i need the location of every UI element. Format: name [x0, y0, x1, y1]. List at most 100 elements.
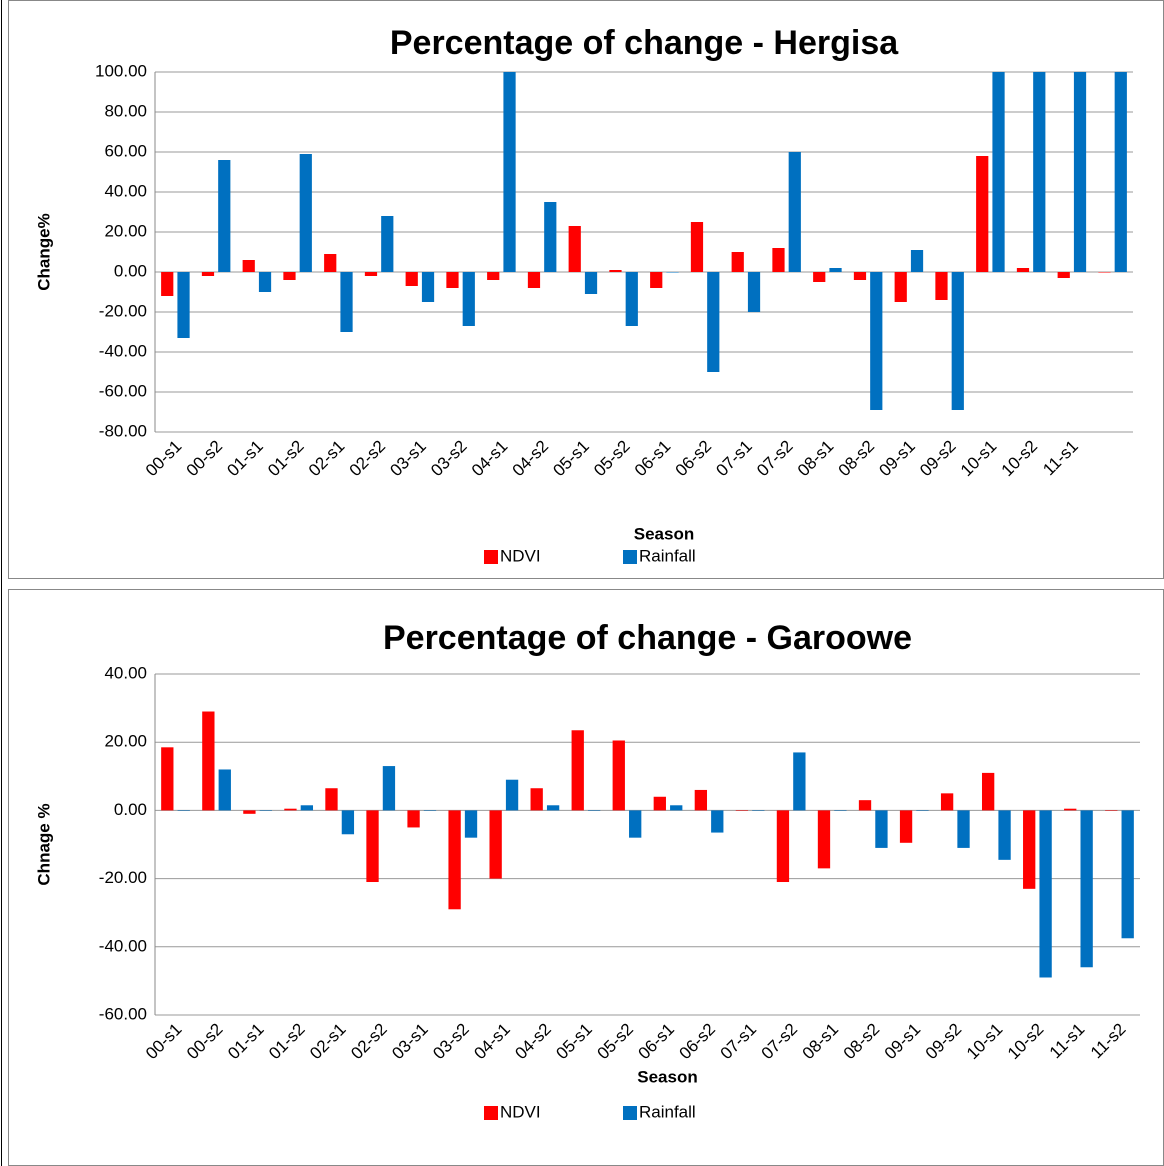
chart-title: Percentage of change - Garoowe: [383, 619, 912, 657]
bar: [817, 810, 831, 869]
bar: [1073, 72, 1087, 272]
bar: [283, 272, 296, 280]
bar: [527, 272, 541, 288]
bar: [201, 272, 215, 276]
y-tick-label: 40.00: [104, 181, 147, 200]
bar: [161, 272, 174, 296]
y-tick-label: 60.00: [104, 141, 147, 160]
bar: [957, 810, 970, 848]
x-tick-label: 00-s2: [183, 1020, 227, 1064]
x-tick-label: 07-s1: [712, 437, 756, 481]
bar: [935, 272, 948, 300]
bar: [1064, 808, 1077, 811]
bar: [910, 250, 924, 272]
legend-swatch: [484, 550, 498, 564]
y-tick-label: 80.00: [104, 101, 147, 120]
bar: [1016, 268, 1030, 272]
bar: [341, 810, 355, 835]
x-tick-label: 01-s2: [264, 437, 308, 481]
x-tick-label: 06-s1: [631, 437, 675, 481]
x-tick-label: 01-s1: [224, 1020, 268, 1064]
y-tick-label: -60.00: [99, 1004, 147, 1023]
bar: [976, 156, 989, 272]
legend-label: NDVI: [500, 1102, 541, 1121]
bar: [813, 272, 826, 282]
bar: [462, 272, 475, 326]
x-tick-label: 10-s2: [1004, 1020, 1048, 1064]
bar: [544, 202, 557, 272]
panel-frame: [8, 589, 1164, 1166]
bar: [177, 272, 190, 338]
bar: [670, 805, 683, 811]
bar: [202, 711, 215, 811]
y-tick-label: -40.00: [99, 341, 147, 360]
bar: [407, 810, 420, 828]
bar: [1057, 272, 1070, 278]
bar: [299, 154, 312, 272]
bar: [489, 810, 502, 879]
x-tick-label: 10-s1: [963, 1020, 1007, 1064]
x-tick-label: 02-s1: [305, 437, 349, 481]
x-tick-label: 10-s1: [957, 437, 1001, 481]
x-tick-label: 11-s1: [1046, 1020, 1089, 1063]
x-tick-label: 04-s2: [509, 437, 553, 481]
bar: [870, 272, 883, 410]
bar: [625, 272, 638, 326]
x-tick-label: 06-s2: [676, 1020, 720, 1064]
legend-swatch: [484, 1106, 498, 1120]
bar: [568, 226, 581, 272]
bar: [324, 254, 337, 272]
y-tick-label: 40.00: [104, 663, 147, 682]
y-tick-label: -20.00: [99, 868, 147, 887]
bar: [707, 272, 720, 372]
x-tick-label: 05-s1: [549, 437, 593, 481]
bar: [448, 810, 461, 910]
x-tick-label: 07-s2: [753, 437, 797, 481]
x-tick-label: 03-s2: [429, 1020, 473, 1064]
x-axis-title: Season: [637, 1067, 697, 1086]
x-tick-label: 05-s2: [593, 1020, 637, 1064]
bar: [1023, 810, 1036, 889]
bar: [161, 747, 174, 811]
x-tick-label: 05-s2: [590, 437, 634, 481]
legend-swatch: [623, 550, 637, 564]
bar: [325, 788, 338, 811]
x-tick-label: 01-s2: [265, 1020, 309, 1064]
x-tick-label: 05-s1: [552, 1020, 596, 1064]
bar: [650, 272, 663, 288]
bar: [446, 272, 459, 288]
bar: [259, 810, 272, 811]
bar: [423, 810, 437, 811]
bar: [421, 272, 435, 302]
bar: [177, 810, 190, 811]
x-tick-label: 04-s2: [511, 1020, 555, 1064]
bar: [1114, 72, 1127, 272]
bar: [694, 789, 708, 811]
bar: [829, 268, 842, 272]
bar: [242, 260, 255, 272]
bar: [981, 772, 995, 811]
bar: [853, 272, 867, 280]
bar: [612, 740, 625, 811]
bar: [571, 730, 584, 811]
y-tick-label: 100.00: [95, 61, 147, 80]
bar: [776, 810, 790, 883]
bar: [300, 805, 314, 811]
bar: [752, 810, 765, 811]
x-tick-label: 11-s2: [1087, 1020, 1130, 1063]
x-tick-label: 07-s1: [717, 1020, 761, 1064]
bar: [711, 810, 724, 833]
y-tick-label: -80.00: [99, 421, 147, 440]
bar: [405, 272, 418, 286]
bar: [609, 270, 622, 272]
bar: [653, 796, 666, 811]
bar: [382, 766, 396, 811]
x-tick-label: 06-s1: [635, 1020, 679, 1064]
bar: [666, 272, 679, 273]
bar: [916, 810, 929, 811]
y-tick-label: -60.00: [99, 381, 147, 400]
bar: [505, 779, 519, 811]
x-tick-label: 00-s1: [142, 437, 186, 481]
bar: [858, 800, 872, 811]
